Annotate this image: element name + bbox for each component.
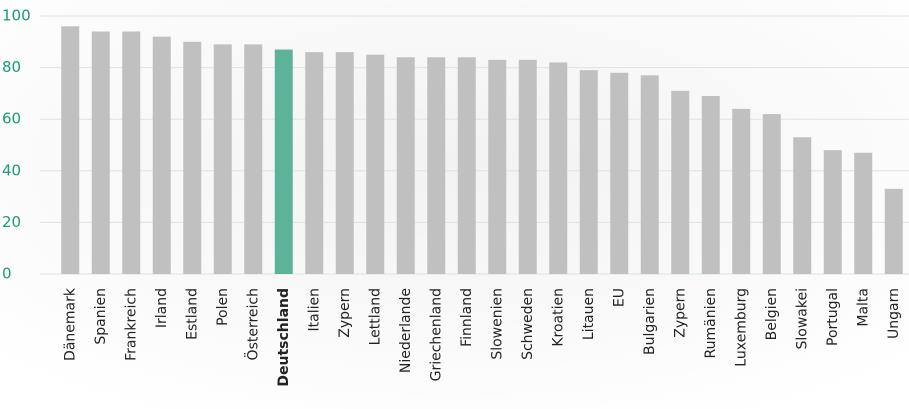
bar bbox=[488, 59, 507, 274]
x-tick-label: Schweden bbox=[520, 288, 536, 360]
x-tick-label: Dänemark bbox=[62, 287, 78, 361]
bar bbox=[823, 150, 842, 274]
x-tick-label: Irland bbox=[154, 288, 170, 328]
bar bbox=[91, 31, 110, 275]
bar bbox=[396, 57, 415, 274]
y-tick-label: 60 bbox=[2, 110, 21, 128]
x-tick-label: Italien bbox=[306, 288, 322, 331]
bar bbox=[793, 137, 812, 274]
y-tick-label: 100 bbox=[2, 7, 31, 25]
x-tick-label: Österreich bbox=[243, 288, 261, 360]
x-tick-label: Zypern bbox=[337, 288, 353, 338]
y-tick-label: 20 bbox=[2, 213, 21, 231]
bar bbox=[671, 90, 690, 274]
x-tick-label: Ungarn bbox=[886, 288, 902, 339]
x-tick-label: Kroatien bbox=[550, 288, 566, 347]
bar bbox=[213, 44, 232, 274]
bar bbox=[579, 70, 598, 275]
bar bbox=[152, 36, 171, 274]
x-tick-label: EU bbox=[611, 288, 627, 307]
bar bbox=[701, 95, 720, 274]
bar bbox=[183, 41, 202, 274]
y-tick-label: 80 bbox=[2, 58, 21, 76]
bar bbox=[549, 62, 568, 274]
bar bbox=[732, 108, 751, 274]
bar bbox=[518, 59, 537, 274]
bar bbox=[427, 57, 446, 274]
y-tick-label: 0 bbox=[2, 265, 12, 283]
bar bbox=[762, 114, 781, 274]
bar bbox=[122, 31, 141, 275]
bar bbox=[610, 72, 629, 274]
x-tick-label: Niederlande bbox=[398, 288, 414, 373]
x-tick-label: Bulgarien bbox=[642, 288, 658, 355]
bar bbox=[640, 75, 659, 274]
x-tick-label: Malta bbox=[855, 288, 871, 327]
bar bbox=[244, 44, 263, 274]
bar bbox=[274, 49, 293, 274]
x-tick-label: Griechenland bbox=[428, 288, 444, 381]
x-tick-label: Belgien bbox=[764, 288, 780, 340]
x-tick-label: Rumänien bbox=[703, 288, 719, 358]
bar bbox=[335, 52, 354, 275]
x-tick-label: Luxemburg bbox=[733, 288, 749, 367]
y-tick-label: 40 bbox=[2, 161, 21, 179]
bar bbox=[854, 152, 873, 274]
x-tick-label: Portugal bbox=[825, 288, 841, 346]
x-tick-label: Finnland bbox=[459, 288, 475, 347]
bar bbox=[61, 26, 80, 274]
x-tick-label: Zypern bbox=[672, 288, 688, 338]
x-tick-label: Lettland bbox=[367, 288, 383, 345]
x-tick-label: Estland bbox=[184, 288, 200, 340]
bar bbox=[884, 188, 903, 274]
x-tick-label: Slowenien bbox=[489, 288, 505, 360]
x-tick-label: Spanien bbox=[93, 288, 109, 345]
bar bbox=[305, 52, 324, 275]
bar bbox=[457, 57, 476, 274]
x-tick-label: Polen bbox=[215, 288, 231, 326]
x-tick-label: Litauen bbox=[581, 288, 597, 340]
bar bbox=[366, 54, 385, 275]
x-tick-label: Deutschland bbox=[276, 288, 292, 387]
x-tick-label: Slowakei bbox=[794, 288, 810, 349]
x-tick-label: Frankreich bbox=[123, 288, 139, 361]
